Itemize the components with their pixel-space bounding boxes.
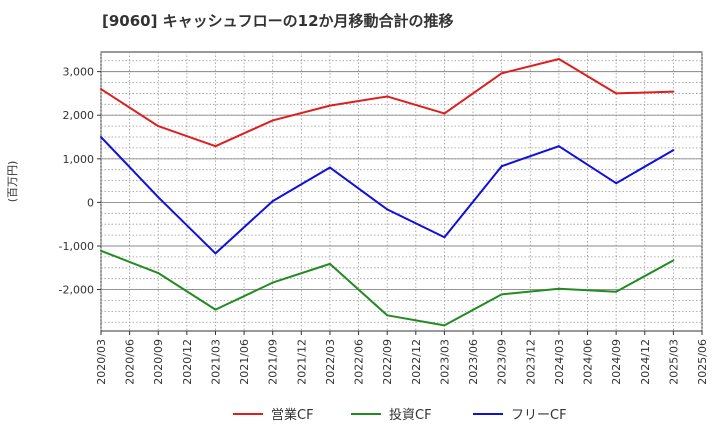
x-tick-label: 2022/09 (381, 339, 394, 385)
x-tick-label: 2024/03 (553, 339, 566, 385)
x-tick-label: 2023/12 (524, 339, 537, 385)
series-point-1 (100, 249, 102, 252)
legend-label-2: フリーCF (511, 408, 567, 423)
series-point-1 (500, 293, 503, 296)
x-tick-label: 2022/03 (324, 339, 337, 385)
legend-label-0: 営業CF (271, 407, 314, 423)
series-point-2 (157, 196, 160, 199)
y-axis-label: (百万円) (6, 161, 19, 203)
series-point-2 (328, 166, 331, 169)
series-point-2 (443, 236, 446, 239)
x-tick-label: 2020/03 (95, 339, 108, 385)
legend-label-1: 投資CF (389, 407, 432, 423)
series-point-0 (214, 145, 217, 148)
x-tick-label: 2025/06 (696, 339, 709, 385)
series-point-0 (271, 119, 274, 122)
y-tick-label: -2,000 (59, 284, 94, 297)
series-point-0 (672, 90, 675, 93)
x-tick-label: 2023/06 (467, 339, 480, 385)
series-point-0 (328, 104, 331, 107)
x-tick-label: 2024/06 (582, 339, 595, 385)
y-tick-label: 1,000 (63, 153, 95, 166)
series-point-0 (100, 88, 102, 91)
series-point-0 (386, 95, 389, 98)
x-tick-label: 2024/09 (610, 339, 623, 385)
x-tick-label: 2021/09 (267, 339, 280, 385)
x-tick-label: 2020/06 (124, 339, 137, 385)
series-point-2 (557, 145, 560, 148)
series-point-1 (386, 314, 389, 317)
y-tick-label: 2,000 (63, 109, 95, 122)
legend: 営業CF 投資CF フリーCF (233, 407, 567, 423)
x-tick-label: 2021/06 (238, 339, 251, 385)
series-point-1 (328, 262, 331, 265)
series-point-1 (443, 324, 446, 327)
y-tick-label: -1,000 (59, 240, 94, 253)
x-tick-label: 2023/03 (438, 339, 451, 385)
chart-title: [9060] キャッシュフローの12か月移動合計の推移 (102, 12, 454, 30)
grid-layer (100, 51, 703, 332)
x-tick-label: 2025/03 (667, 339, 680, 385)
series-point-2 (100, 136, 102, 139)
series-point-1 (557, 287, 560, 290)
series-point-1 (672, 259, 675, 262)
series-point-2 (271, 200, 274, 203)
series-point-1 (157, 272, 160, 275)
axis-layer: 3,000 2,000 1,000 0 -1,000 -2,000 2020/03 2020/… (6, 66, 709, 385)
series-point-1 (214, 308, 217, 311)
series-point-0 (443, 112, 446, 115)
series-point-0 (500, 72, 503, 75)
series-point-1 (271, 281, 274, 284)
series-layer (100, 57, 675, 327)
x-tick-label: 2022/12 (410, 339, 423, 385)
series-point-2 (672, 149, 675, 152)
series-point-0 (615, 92, 618, 95)
x-tick-label: 2022/06 (353, 339, 366, 385)
x-tick-label: 2024/12 (639, 339, 652, 385)
y-tick-label: 3,000 (63, 66, 95, 79)
series-point-2 (500, 165, 503, 168)
series-point-0 (557, 57, 560, 60)
x-tick-label: 2020/09 (152, 339, 165, 385)
series-point-2 (386, 208, 389, 211)
series-point-2 (615, 182, 618, 185)
series-point-1 (615, 290, 618, 293)
series-point-2 (214, 252, 217, 255)
series-point-0 (157, 125, 160, 128)
x-tick-label: 2023/09 (496, 339, 509, 385)
x-tick-label: 2021/12 (295, 339, 308, 385)
x-tick-label: 2021/03 (209, 339, 222, 385)
y-tick-label: 0 (87, 196, 94, 209)
x-tick-label: 2020/12 (181, 339, 194, 385)
